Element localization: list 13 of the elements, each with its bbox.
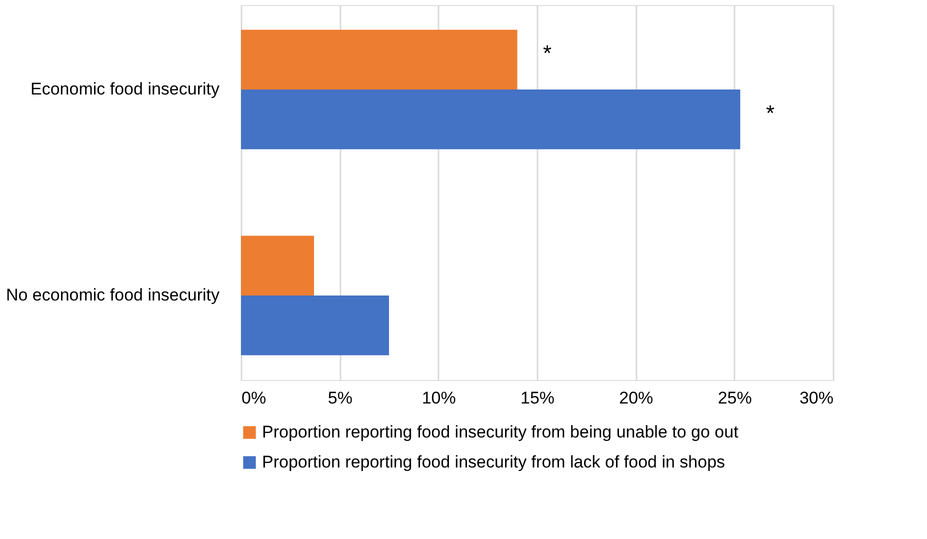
y-tick-label: Economic food insecurity <box>30 79 220 98</box>
x-tick-label: 5% <box>328 388 352 408</box>
x-tick-label: 10% <box>422 388 456 408</box>
x-tick-label: 25% <box>718 388 752 408</box>
legend-label: Proportion reporting food insecurity from being unable to go out <box>262 422 739 442</box>
x-tick-label: 15% <box>520 388 555 408</box>
annotation: * <box>542 40 552 66</box>
legend-label: Proportion reporting food insecurity from lack of food in shops <box>262 452 726 472</box>
x-tick-label: 20% <box>619 388 654 408</box>
annotation: * <box>766 100 775 126</box>
x-tick-label: 30% <box>799 388 834 408</box>
x-tick-label: 0% <box>242 388 266 408</box>
y-tick-label: No economic food insecurity <box>6 286 220 305</box>
